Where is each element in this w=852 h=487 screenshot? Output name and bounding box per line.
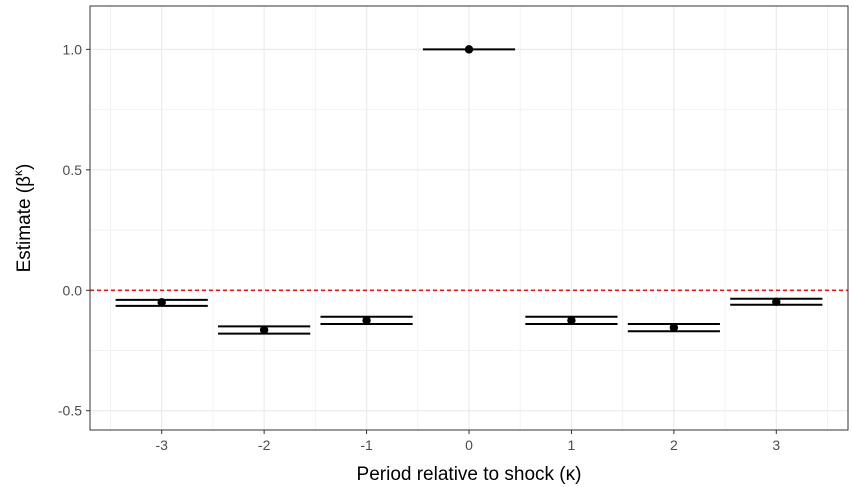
x-axis-title: Period relative to shock (κ) <box>357 464 582 485</box>
y-tick-label: -0.5 <box>58 403 82 419</box>
x-tick-label: -2 <box>258 437 271 453</box>
estimate-point--1 <box>362 316 371 325</box>
x-tick-label: 1 <box>568 437 576 453</box>
y-tick-label: 1.0 <box>63 41 83 57</box>
y-axis-title-close: ) <box>14 164 35 170</box>
x-tick-label: 0 <box>465 437 473 453</box>
y-axis: -0.5 0.0 0.5 1.0 <box>58 41 90 419</box>
y-axis-title-main: Estimate (β <box>14 176 35 273</box>
estimate-point-1 <box>567 316 576 325</box>
estimate-marks <box>115 45 823 335</box>
y-tick-label: 0.0 <box>63 282 83 298</box>
x-tick-label: 2 <box>670 437 678 453</box>
estimate-point--2 <box>259 325 269 335</box>
x-tick-label: 3 <box>772 437 780 453</box>
x-tick-label: -1 <box>360 437 373 453</box>
estimate-point-2 <box>669 323 679 332</box>
estimate-point--3 <box>157 298 166 307</box>
estimate-point-3 <box>772 297 781 307</box>
y-axis-title: Estimate (βκ) <box>11 164 35 273</box>
y-axis-title-superscript: κ <box>11 169 25 176</box>
estimate-point-0 <box>464 45 474 54</box>
x-tick-label: -3 <box>155 437 168 453</box>
x-axis: -3 -2 -1 0 1 2 3 <box>155 430 780 453</box>
y-tick-label: 0.5 <box>63 162 83 178</box>
